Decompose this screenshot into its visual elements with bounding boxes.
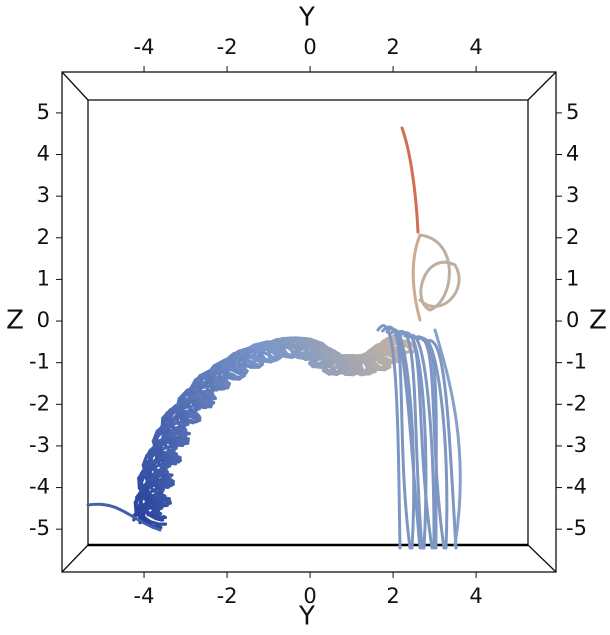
- x-tick-label-top: -2: [217, 35, 238, 59]
- y-tick-label-right: 0: [566, 308, 579, 332]
- y-tick-label-left: -3: [29, 433, 50, 457]
- x-tick-label-top: 2: [386, 35, 399, 59]
- y-tick-label-left: 5: [37, 100, 50, 124]
- tube: [320, 351, 332, 353]
- y-tick-label-right: -5: [566, 516, 587, 540]
- y-tick-label-left: 0: [37, 308, 50, 332]
- x-axis-title-top: Y: [298, 3, 315, 33]
- y-axis-title-left: Z: [6, 306, 24, 336]
- y-tick-label-right: -2: [566, 391, 587, 415]
- tube: [385, 346, 386, 352]
- x-tick-label-bottom: -4: [134, 584, 155, 608]
- tube: [295, 338, 307, 339]
- y-tick-label-right: -1: [566, 350, 587, 374]
- x-tick-label-top: 0: [303, 35, 316, 59]
- x-tick-label-bottom: 2: [386, 584, 399, 608]
- streamlines: [88, 128, 460, 548]
- y-tick-label-left: -5: [29, 516, 50, 540]
- y-tick-label-left: 2: [37, 225, 50, 249]
- y-tick-label-right: 2: [566, 225, 579, 249]
- x-tick-label-top: -4: [134, 35, 155, 59]
- tube: [405, 351, 410, 352]
- x-tick-label-top: 4: [469, 35, 482, 59]
- y-tick-label-right: 3: [566, 183, 579, 207]
- y-tick-label-left: -4: [29, 475, 50, 499]
- y-tick-label-left: 3: [37, 183, 50, 207]
- chart: Y Y Z Z -4-4-2-2002244-5-5-4-4-3-3-2-2-1…: [0, 0, 610, 635]
- tube: [402, 128, 418, 232]
- tube: [251, 346, 263, 347]
- tube: [283, 338, 295, 340]
- y-tick-label-right: 5: [566, 100, 579, 124]
- tube: [413, 235, 420, 320]
- y-tick-label-left: -1: [29, 350, 50, 374]
- y-tick-label-left: 1: [37, 266, 50, 290]
- y-tick-label-left: 4: [37, 142, 50, 166]
- y-tick-label-left: -2: [29, 391, 50, 415]
- tube: [344, 357, 355, 358]
- tube: [420, 235, 459, 310]
- y-axis-title-right: Z: [589, 306, 607, 336]
- y-tick-label-right: -4: [566, 475, 587, 499]
- x-tick-label-bottom: -2: [217, 584, 238, 608]
- y-tick-label-right: 4: [566, 142, 579, 166]
- y-tick-label-right: 1: [566, 266, 579, 290]
- x-tick-label-bottom: 4: [469, 584, 482, 608]
- y-tick-label-right: -3: [566, 433, 587, 457]
- tube: [213, 382, 224, 383]
- x-tick-label-bottom: 0: [303, 584, 316, 608]
